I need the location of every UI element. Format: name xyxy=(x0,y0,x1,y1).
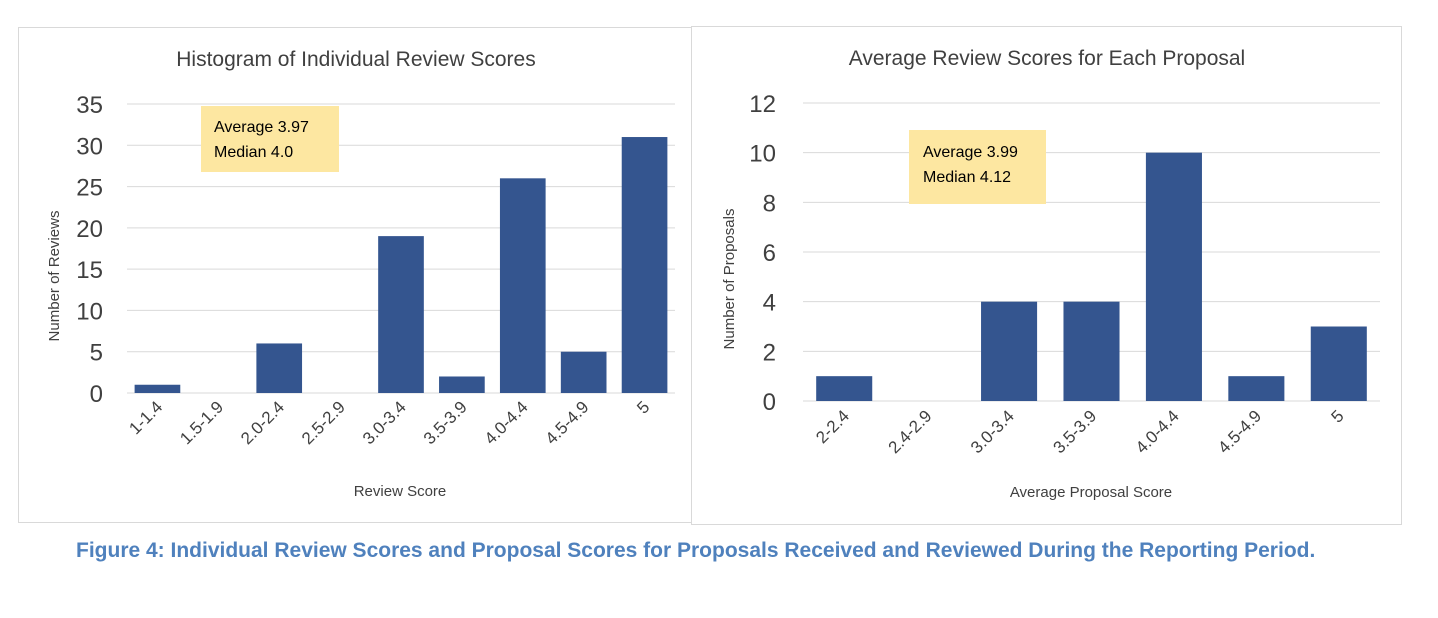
bar-2.0-2.4 xyxy=(256,343,303,393)
y-tick-label: 20 xyxy=(76,216,103,243)
y-tick-label: 0 xyxy=(763,389,776,416)
x-tick-label: 4.0-4.4 xyxy=(1132,406,1183,457)
bar-5 xyxy=(621,137,668,393)
x-tick-label: 3.5-3.9 xyxy=(420,397,471,448)
x-tick-label: 5 xyxy=(1327,406,1347,426)
x-tick-label: 2.0-2.4 xyxy=(237,397,288,448)
x-tick-label: 4.0-4.4 xyxy=(481,397,532,448)
bar-2-2.4 xyxy=(816,376,873,401)
x-tick-label: 3.0-3.4 xyxy=(359,397,410,448)
stats-annotation-box xyxy=(909,130,1046,204)
review-scores-histogram-panel: Histogram of Individual Review Scores 0 5… xyxy=(18,27,694,523)
stats-annotation: Average 3.99 Median 4.12 xyxy=(909,130,1046,204)
proposal-scores-panel: Average Review Scores for Each Proposal … xyxy=(691,26,1402,525)
y-tick-label: 12 xyxy=(749,91,776,118)
y-axis-title: Number of Reviews xyxy=(46,211,63,342)
x-tick-label: 4.5-4.9 xyxy=(542,397,593,448)
figure-caption: Figure 4: Individual Review Scores and P… xyxy=(76,539,1316,562)
y-tick-label: 5 xyxy=(90,340,103,367)
y-tick-label: 2 xyxy=(763,339,776,366)
x-tick-label: 3.5-3.9 xyxy=(1049,406,1100,457)
y-axis-title: Number of Proposals xyxy=(721,209,738,350)
proposal-scores-chart: Average Review Scores for Each Proposal … xyxy=(721,47,1380,501)
bar-3.5-3.9 xyxy=(1063,301,1120,401)
x-tick-label: 3.0-3.4 xyxy=(967,406,1018,457)
y-tick-label: 35 xyxy=(76,92,103,119)
bar-1-1.4 xyxy=(134,384,181,393)
y-tick-label: 0 xyxy=(90,381,103,408)
x-tick-label: 1-1.4 xyxy=(125,397,166,438)
y-tick-label: 10 xyxy=(749,141,776,168)
bar-4.5-4.9 xyxy=(560,351,607,393)
bar-4.5-4.9 xyxy=(1228,376,1285,401)
stats-median: Median 4.12 xyxy=(923,169,1011,186)
y-tick-label: 25 xyxy=(76,175,103,202)
x-tick-label: 2.4-2.9 xyxy=(885,406,936,457)
x-tick-label: 2-2.4 xyxy=(812,406,853,447)
review-scores-histogram-chart: Histogram of Individual Review Scores 0 5… xyxy=(46,48,675,500)
x-tick-label: 4.5-4.9 xyxy=(1214,406,1265,457)
x-tick-label: 1.5-1.9 xyxy=(176,397,227,448)
bar-3.5-3.9 xyxy=(439,376,485,393)
x-axis-title: Review Score xyxy=(354,483,447,500)
x-tick-label: 5 xyxy=(633,397,653,417)
y-tick-label: 30 xyxy=(76,133,103,160)
bar-4.0-4.4 xyxy=(1145,152,1202,401)
y-tick-label: 8 xyxy=(763,190,776,217)
y-tick-label: 10 xyxy=(76,298,103,325)
bar-3.0-3.4 xyxy=(378,236,424,393)
y-tick-label: 4 xyxy=(763,290,776,317)
stats-annotation-box xyxy=(201,106,339,172)
chart-title: Histogram of Individual Review Scores xyxy=(176,48,535,71)
stats-average: Average 3.97 xyxy=(214,119,309,136)
chart-title: Average Review Scores for Each Proposal xyxy=(849,47,1245,70)
y-tick-label: 6 xyxy=(763,240,776,267)
bar-3.0-3.4 xyxy=(981,301,1038,401)
x-axis-title: Average Proposal Score xyxy=(1010,484,1172,501)
stats-annotation: Average 3.97 Median 4.0 xyxy=(201,106,339,172)
x-tick-label: 2.5-2.9 xyxy=(298,397,349,448)
stats-average: Average 3.99 xyxy=(923,144,1018,161)
bar-4.0-4.4 xyxy=(499,178,546,393)
stats-median: Median 4.0 xyxy=(214,144,293,161)
y-tick-label: 15 xyxy=(76,257,103,284)
bar-5 xyxy=(1310,326,1367,401)
